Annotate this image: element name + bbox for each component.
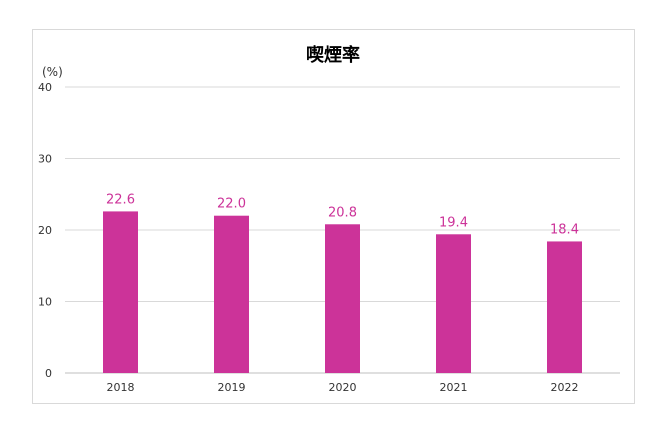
x-tick-label-2018: 2018 — [107, 381, 135, 394]
y-tick-label: 0 — [45, 367, 52, 380]
x-tick-label-2021: 2021 — [440, 381, 468, 394]
data-label-2018: 22.6 — [106, 192, 135, 207]
bar-2021 — [436, 234, 471, 373]
data-label-2022: 18.4 — [550, 222, 579, 237]
x-tick-label-2022: 2022 — [551, 381, 579, 394]
bars: 22.6 22.0 20.8 19.4 18.4 — [103, 192, 582, 373]
data-label-2021: 19.4 — [439, 215, 468, 230]
y-tick-label: 10 — [38, 296, 52, 309]
bar-2019 — [214, 215, 249, 373]
x-axis-ticks: 2018 2019 2020 2021 2022 — [107, 381, 579, 394]
y-axis-ticks: 0 10 20 30 40 — [38, 81, 52, 380]
y-tick-label: 30 — [38, 153, 52, 166]
y-tick-label: 20 — [38, 224, 52, 237]
y-tick-label: 40 — [38, 81, 52, 94]
bar-2022 — [547, 241, 582, 373]
bar-2018 — [103, 211, 138, 373]
x-tick-label-2020: 2020 — [329, 381, 357, 394]
data-label-2019: 22.0 — [217, 197, 246, 212]
bar-2020 — [325, 224, 360, 373]
data-label-2020: 20.8 — [328, 205, 357, 220]
y-axis-unit: (%) — [42, 65, 63, 79]
chart-title: 喫煙率 — [306, 44, 360, 66]
x-tick-label-2019: 2019 — [218, 381, 246, 394]
